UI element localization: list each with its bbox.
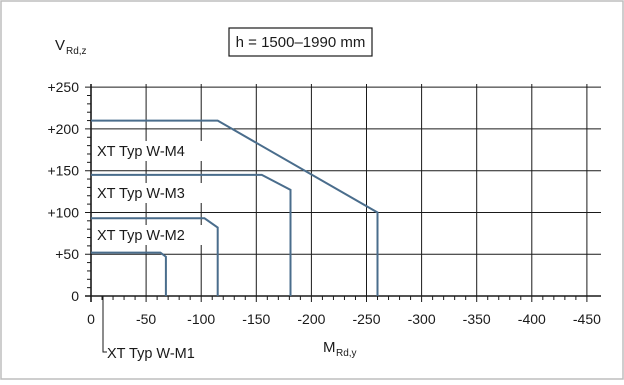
y-tick-label: 0 [71,288,79,304]
series-label-leader [102,296,107,353]
y-tick-label: +150 [47,163,79,179]
grid-lines [85,84,601,302]
series-label-bg [94,183,206,203]
title-box [228,27,373,57]
y-axis-label: V [55,37,65,54]
series-label: XT Typ W-M2 [97,228,185,244]
chart-title: h = 1500–1990 mm [236,34,366,51]
y-tick-label: +100 [47,204,79,220]
series-line [91,251,167,296]
x-tick-label: -200 [297,311,325,327]
y-tick-label: +250 [47,79,79,95]
y-tick-label: +200 [47,121,79,137]
x-tick-label: -450 [573,311,601,327]
x-axis-label-sub: Rd,y [336,348,357,359]
series-label: XT Typ W-M4 [97,144,185,160]
x-tick-label: -50 [136,311,156,327]
series-label-bg [94,141,206,161]
series-line [91,173,292,296]
series-line [91,217,219,296]
x-tick-label: 0 [87,311,95,327]
x-tick-label: -250 [352,311,380,327]
series-lines [91,119,379,296]
series-label-bg [94,225,206,245]
x-tick-label: -400 [518,311,546,327]
y-axis-label-sub: Rd,z [66,46,87,57]
x-tick-label: -350 [463,311,491,327]
x-axis-label: M [323,339,336,356]
series-label: XT Typ W-M3 [97,186,185,202]
y-tick-label: +50 [55,246,79,262]
x-tick-label: -150 [242,311,270,327]
labels: 0 -50 -100 -150 -200 -250 -300 -350 -400 -450 0 +50… [47,27,601,362]
x-tick-label: -300 [408,311,436,327]
series-label: XT Typ W-M1 [107,346,195,362]
x-tick-label: -100 [187,311,215,327]
series-line [91,119,379,296]
